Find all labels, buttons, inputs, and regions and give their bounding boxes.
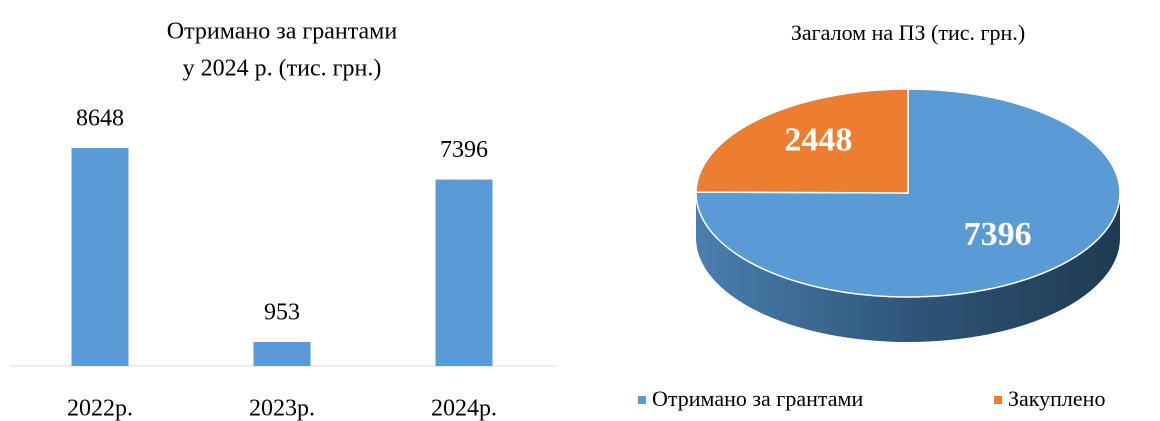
pie-side — [696, 193, 1120, 342]
x-tick-label: 2024р. — [431, 396, 497, 421]
chart-title: Загалом на ПЗ (тис. грн.) — [791, 20, 1025, 45]
data-label: 7396 — [964, 216, 1032, 253]
data-label: 7396 — [440, 137, 488, 163]
legend-swatch — [994, 396, 1002, 404]
legend-label: Отримано за грантами — [652, 386, 863, 411]
chart-title: у 2024 р. (тис. грн.) — [183, 56, 382, 82]
pie-slice — [695, 88, 909, 194]
legend-label: Закуплено — [1008, 386, 1105, 411]
x-tick-label: 2022р. — [67, 396, 133, 421]
data-label: 8648 — [76, 106, 124, 132]
x-tick-label: 2023р. — [249, 396, 315, 421]
data-label: 2448 — [784, 121, 852, 158]
data-label: 953 — [264, 299, 300, 325]
bar — [71, 148, 129, 366]
bar — [435, 179, 493, 366]
bar — [253, 341, 311, 366]
pie-slice — [695, 88, 1121, 298]
chart-title: Отримано за грантами — [167, 19, 398, 45]
legend-swatch — [638, 396, 646, 404]
